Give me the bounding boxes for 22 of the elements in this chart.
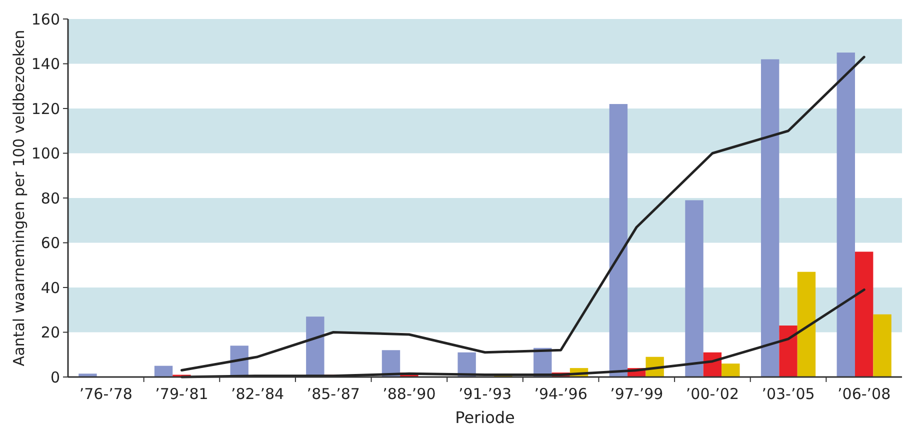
y-tick-label: 140 [31, 55, 60, 73]
x-tick-label: ’97-’99 [610, 385, 664, 403]
y-tick-label: 160 [31, 10, 60, 28]
x-tick-label: ’91-’93 [458, 385, 512, 403]
x-tick-label: ’79-’81 [155, 385, 208, 403]
y-tick-label: 40 [40, 278, 60, 297]
x-tick-label: ’82-’84 [230, 385, 284, 403]
x-tick-label: ’03-’05 [762, 385, 815, 403]
x-tick-label: ’85-’87 [306, 385, 360, 403]
y-tick-label: 80 [40, 189, 60, 208]
x-tick-label: ’88-’90 [382, 385, 436, 403]
y-tick-label: 0 [50, 368, 60, 386]
x-tick-label: ’06-’08 [838, 385, 891, 403]
y-tick-label: 120 [31, 100, 60, 118]
x-tick-label: ’94-’96 [534, 385, 588, 403]
x-tick-label: ’00-’02 [686, 385, 740, 403]
x-axis-title: Periode [455, 408, 515, 427]
y-tick-label: 20 [40, 324, 60, 342]
y-axis-title: Aantal waarnemingen per 100 veldbezoeken [10, 30, 28, 366]
x-tick-label: ’76-’78 [79, 385, 132, 403]
y-tick-label: 60 [40, 234, 60, 252]
y-tick-label: 100 [31, 144, 60, 162]
